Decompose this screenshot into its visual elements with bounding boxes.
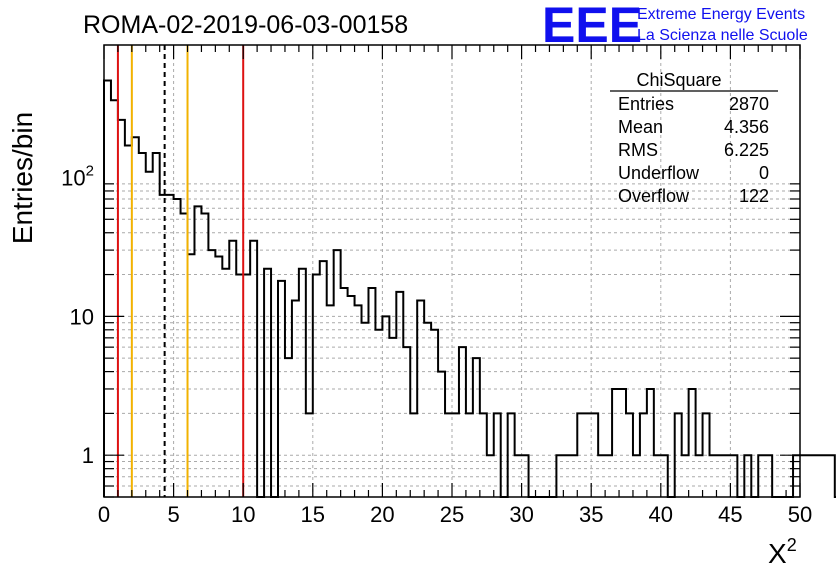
chart-title: ROMA-02-2019-06-03-00158 [83, 11, 408, 39]
x-tick-label: 15 [301, 502, 325, 527]
stats-label: RMS [618, 140, 658, 160]
y-tick-exponent: 2 [86, 162, 94, 179]
x-tick-label: 50 [788, 502, 812, 527]
stats-box: ChiSquare Entries 2870 Mean 4.356 RMS 6.225 Un… [610, 70, 778, 206]
x-tick-label: 5 [167, 502, 179, 527]
y-tick-labels: 1 10 102 [61, 162, 94, 468]
logo-line-2: La Scienza nelle Scuole [637, 27, 808, 44]
x-tick-label: 45 [718, 502, 742, 527]
x-tick-label: 20 [370, 502, 394, 527]
y-axis-label: Entries/bin [7, 112, 38, 244]
stats-title: ChiSquare [636, 70, 721, 90]
x-tick-label: 35 [579, 502, 603, 527]
stats-value: 0 [759, 163, 769, 183]
x-axis-label-exponent: 2 [787, 535, 797, 555]
stats-value: 4.356 [724, 117, 769, 137]
cut-lines [116, 45, 245, 497]
stats-value: 2870 [729, 94, 769, 114]
stats-value: 122 [739, 186, 769, 206]
y-tick-label: 1 [82, 443, 94, 468]
stats-label: Underflow [618, 163, 700, 183]
eee-logo: EEE Extreme Energy Events La Scienza nel… [542, 0, 808, 53]
logo-line-1: Extreme Energy Events [637, 6, 805, 23]
x-tick-label: 0 [98, 502, 110, 527]
x-tick-label: 25 [440, 502, 464, 527]
stats-label: Mean [618, 117, 663, 137]
logo-letters: EEE [542, 0, 642, 53]
y-tick-label: 10 [70, 304, 94, 329]
stats-label: Overflow [618, 186, 690, 206]
stats-label: Entries [618, 94, 674, 114]
x-tick-label: 40 [649, 502, 673, 527]
x-tick-label: 10 [231, 502, 255, 527]
stats-value: 6.225 [724, 140, 769, 160]
plot-frame [103, 44, 801, 498]
x-tick-labels: 0 5 10 15 20 25 30 35 40 45 50 [98, 502, 812, 527]
y-tick-label: 102 [61, 162, 94, 190]
axis-ticks [103, 45, 801, 498]
x-tick-label: 30 [509, 502, 533, 527]
x-axis-label: X2 [768, 535, 797, 569]
stats-rows: Entries 2870 Mean 4.356 RMS 6.225 Underflow 0 Ov… [618, 94, 769, 206]
